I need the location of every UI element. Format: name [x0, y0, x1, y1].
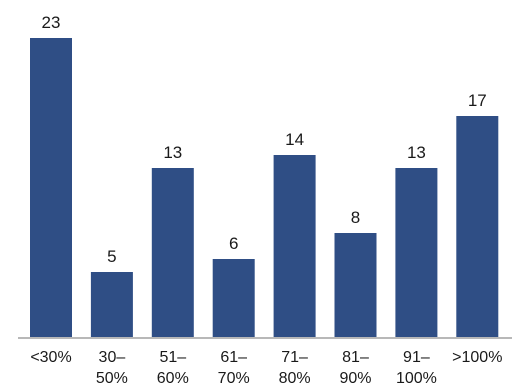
x-tick-label: >100% [452, 349, 502, 366]
bar [212, 259, 255, 337]
bar [30, 38, 72, 337]
x-tick-labels: <30% 30– 50% 51– 60% 61– 70% 71– 80% 81– 90% 91– 100… [30, 349, 502, 387]
x-tick-label: 90% [339, 370, 371, 387]
x-tick-label: 80% [279, 370, 311, 387]
x-tick-label: 51– [159, 349, 186, 366]
x-tick-label: 50% [96, 370, 128, 387]
value-label: 17 [468, 91, 487, 110]
x-tick-label: 61– [220, 349, 247, 366]
value-label: 13 [163, 143, 182, 162]
value-label: 6 [229, 234, 238, 253]
value-label: 23 [42, 13, 61, 32]
x-tick-label: 30– [99, 349, 126, 366]
bar [273, 155, 316, 337]
x-tick-label: 81– [342, 349, 369, 366]
x-tick-label: <30% [30, 349, 71, 366]
value-label: 5 [107, 247, 116, 266]
x-tick-label: 60% [157, 370, 189, 387]
bar [334, 233, 377, 337]
bar [395, 168, 438, 337]
x-tick-label: 91– [403, 349, 430, 366]
bar [151, 168, 194, 337]
value-label: 8 [351, 208, 360, 227]
bar [456, 116, 499, 337]
bar-series [30, 38, 499, 337]
x-tick-label: 100% [396, 370, 437, 387]
bar [90, 272, 133, 337]
value-labels: 23 5 13 6 14 8 13 17 [42, 13, 487, 266]
x-tick-label: 71– [281, 349, 308, 366]
value-label: 14 [285, 130, 304, 149]
value-label: 13 [407, 143, 426, 162]
x-tick-label: 70% [218, 370, 250, 387]
